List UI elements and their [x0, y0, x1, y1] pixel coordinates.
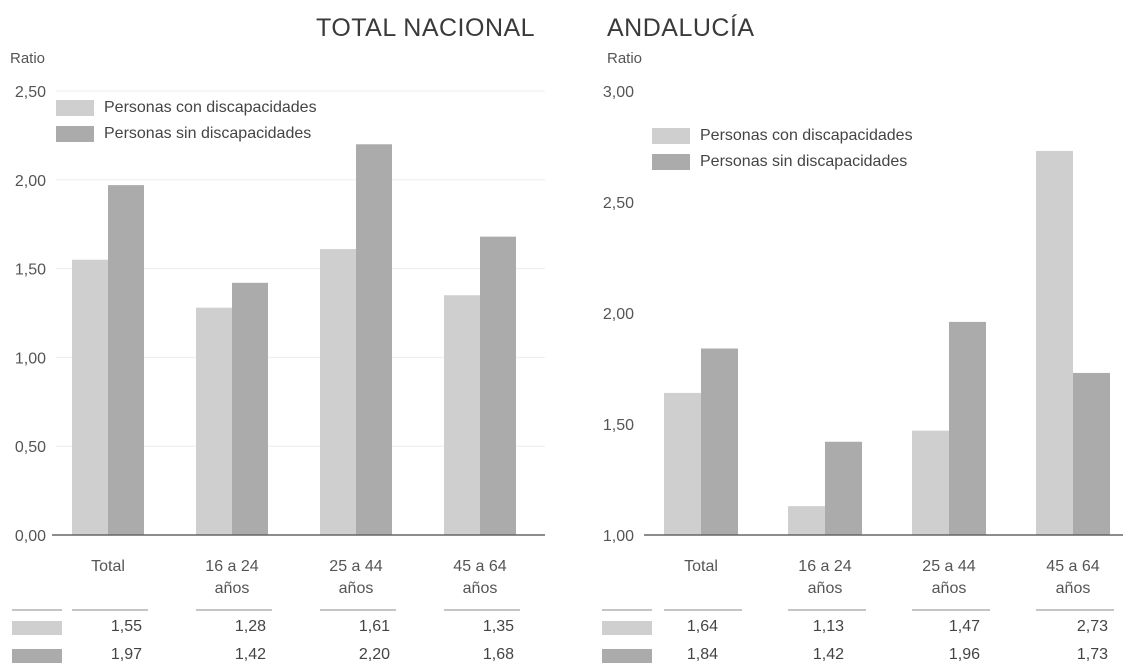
table-cell: 1,13	[812, 618, 844, 635]
data-table-row-con: 1,55 1,28 1,61 1,35	[0, 618, 560, 642]
legend: Personas con discapacidades Personas sin…	[652, 123, 913, 175]
table-cell: 1,47	[948, 618, 980, 635]
y-tick-label: 1,00	[603, 528, 634, 545]
table-cell: 1,61	[358, 618, 390, 635]
y-tick-label: 2,00	[603, 306, 634, 323]
chart-title: TOTAL NACIONAL	[316, 14, 536, 42]
table-cell: 1,42	[234, 646, 266, 663]
x-category-label: años	[808, 580, 843, 597]
bar-sin-0	[701, 348, 738, 535]
chart-title: ANDALUCÍA	[607, 14, 755, 42]
table-cell: 2,73	[1076, 618, 1108, 635]
y-tick-label: 0,00	[15, 528, 46, 545]
legend-swatch	[652, 128, 690, 144]
x-category-label: años	[463, 580, 498, 597]
row-swatch	[12, 621, 62, 635]
table-cell: 1,73	[1076, 646, 1108, 663]
row-swatch	[602, 649, 652, 663]
legend-item-sin: Personas sin discapacidades	[652, 149, 913, 175]
x-category-label: Total	[91, 558, 125, 575]
y-tick-label: 2,50	[15, 84, 46, 101]
x-category-label: años	[215, 580, 250, 597]
table-cell: 1,42	[812, 646, 844, 663]
legend: Personas con discapacidades Personas sin…	[56, 95, 317, 147]
y-tick-label: 3,00	[603, 84, 634, 101]
y-tick-label: 1,50	[15, 262, 46, 279]
legend-label: Personas con discapacidades	[700, 127, 913, 144]
bar-sin-2	[949, 321, 986, 535]
legend-item-sin: Personas sin discapacidades	[56, 121, 317, 147]
bar-con-1	[196, 307, 232, 535]
table-cell: 2,20	[358, 646, 390, 663]
x-category-label: 45 a 64	[453, 558, 506, 575]
bar-sin-0	[108, 185, 144, 536]
table-cell: 1,55	[110, 618, 142, 635]
table-cell: 1,96	[948, 646, 980, 663]
table-cell: 1,97	[110, 646, 142, 663]
table-cell: 1,35	[482, 618, 514, 635]
legend-swatch	[56, 126, 94, 142]
bar-con-0	[664, 392, 701, 535]
table-cell: 1,28	[234, 618, 266, 635]
x-category-label: años	[932, 580, 967, 597]
x-category-label: 16 a 24	[205, 558, 258, 575]
bar-sin-3	[1073, 372, 1110, 535]
x-category-label: años	[1056, 580, 1091, 597]
y-tick-label: 2,00	[15, 173, 46, 190]
y-tick-label: 1,00	[15, 350, 46, 367]
y-tick-label: 2,50	[603, 195, 634, 212]
x-category-label: 25 a 44	[329, 558, 382, 575]
bar-sin-1	[232, 282, 268, 535]
bar-con-0	[72, 259, 108, 535]
table-cell: 1,68	[482, 646, 514, 663]
legend-item-con: Personas con discapacidades	[56, 95, 317, 121]
row-swatch	[12, 649, 62, 663]
bar-chart: 1,00 1,50 2,00 2,50 3,00 Total 16 a 24 años 25 a…	[602, 84, 1123, 611]
y-axis-label: Ratio	[10, 50, 46, 67]
legend-label: Personas con discapacidades	[104, 99, 317, 116]
legend-item-con: Personas con discapacidades	[652, 123, 913, 149]
x-category-label: 16 a 24	[798, 558, 851, 575]
data-table-row-sin: 1,84 1,42 1,96 1,73	[590, 646, 1123, 670]
legend-swatch	[56, 100, 94, 116]
bar-con-3	[444, 295, 480, 535]
x-category-label: años	[339, 580, 374, 597]
table-cell: 1,64	[686, 618, 718, 635]
bar-sin-3	[480, 236, 516, 535]
y-tick-label: 1,50	[603, 417, 634, 434]
chart-panel-total-nacional: TOTAL NACIONAL Ratio 0,00 0,50 1,00 1,50 2,0…	[0, 0, 560, 670]
y-tick-label: 0,50	[15, 439, 46, 456]
x-category-label: Total	[684, 558, 718, 575]
bar-con-2	[912, 430, 949, 535]
data-table-row-sin: 1,97 1,42 2,20 1,68	[0, 646, 560, 670]
bar-con-2	[320, 249, 356, 535]
y-axis-label: Ratio	[607, 50, 643, 67]
x-category-label: 45 a 64	[1046, 558, 1099, 575]
bar-sin-2	[356, 144, 392, 535]
legend-label: Personas sin discapacidades	[700, 153, 908, 170]
bar-chart: 0,00 0,50 1,00 1,50 2,00 2,50 Total 16 a 24 años…	[12, 84, 545, 611]
row-swatch	[602, 621, 652, 635]
data-table-row-con: 1,64 1,13 1,47 2,73	[590, 618, 1123, 642]
table-cell: 1,84	[686, 646, 718, 663]
chart-panel-andalucia: ANDALUCÍA Ratio 1,00 1,50 2,00 2,50 3,00 Tota…	[590, 0, 1123, 670]
bar-sin-1	[825, 441, 862, 535]
bar-con-3	[1036, 150, 1073, 535]
x-category-label: 25 a 44	[922, 558, 975, 575]
legend-label: Personas sin discapacidades	[104, 125, 312, 142]
legend-swatch	[652, 154, 690, 170]
bar-con-1	[788, 506, 825, 535]
